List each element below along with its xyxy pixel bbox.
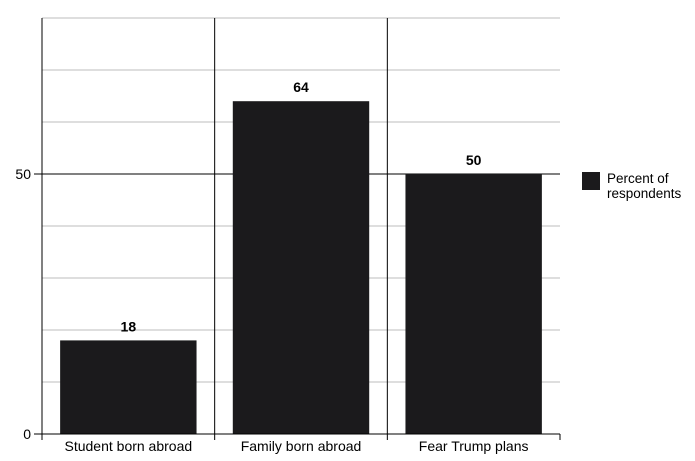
labels: 18 Student born abroad 64 Family born abroa… xyxy=(15,79,528,454)
bar xyxy=(232,101,370,434)
data-label: 50 xyxy=(466,152,482,168)
category-label: Fear Trump plans xyxy=(419,438,529,454)
data-label: 18 xyxy=(121,318,137,334)
category-label: Student born abroad xyxy=(65,438,193,454)
category-label: Family born abroad xyxy=(241,438,362,454)
axes xyxy=(34,18,561,440)
bars xyxy=(60,101,542,434)
legend-label: Percent of respondents xyxy=(607,171,682,201)
y-tick-label: 50 xyxy=(15,166,31,182)
bar xyxy=(405,174,542,434)
y-tick-label: 0 xyxy=(23,426,31,442)
data-label: 64 xyxy=(293,79,309,95)
bar xyxy=(60,340,197,434)
legend-swatch xyxy=(582,172,600,190)
legend: Percent of respondents xyxy=(582,171,695,201)
